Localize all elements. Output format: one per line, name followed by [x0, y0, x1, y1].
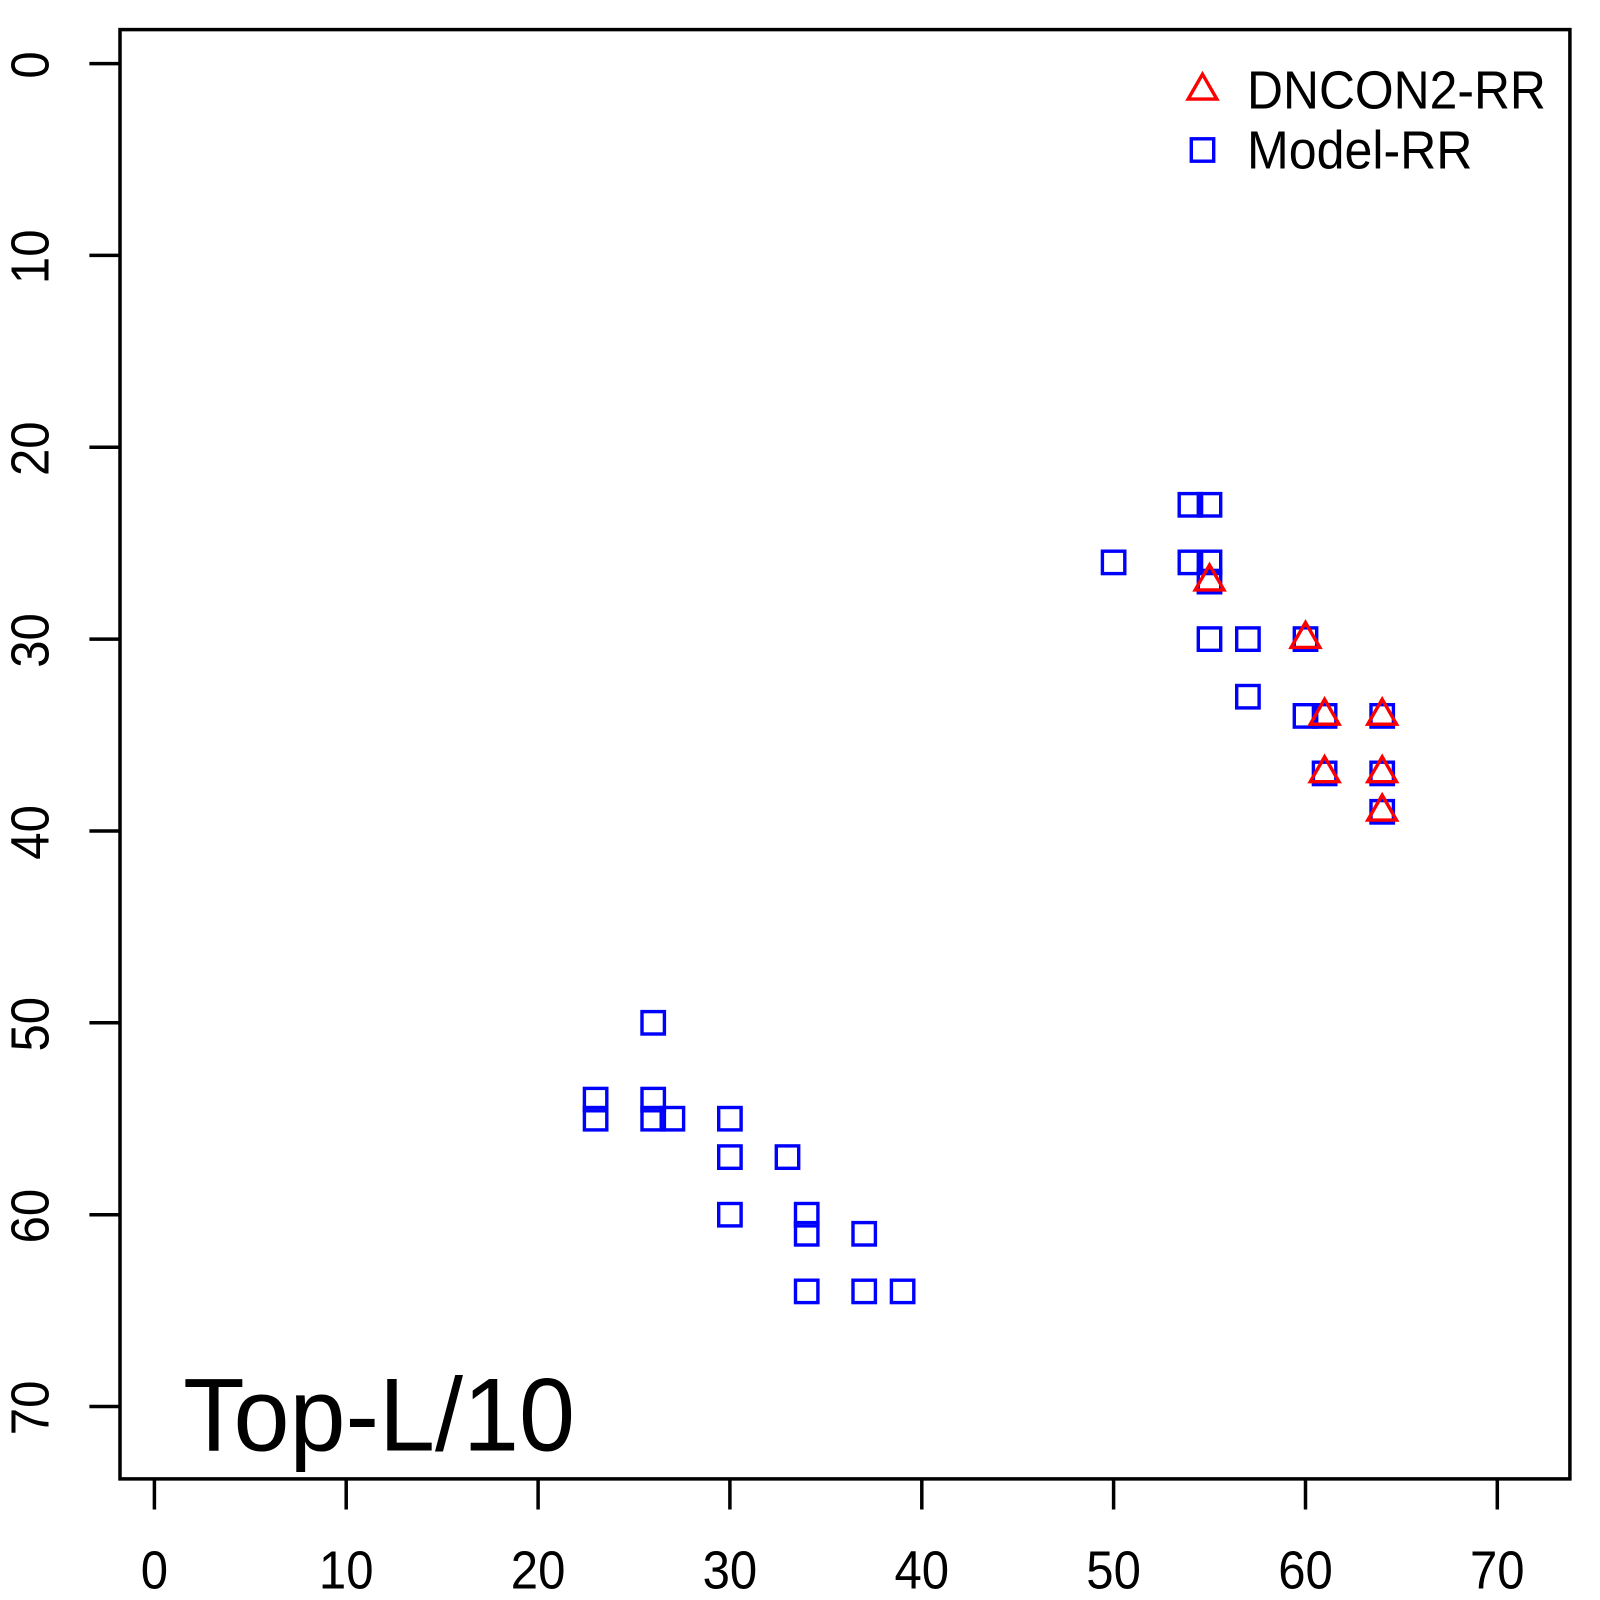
svg-text:10: 10 — [2, 229, 61, 284]
svg-text:60: 60 — [2, 1189, 61, 1244]
svg-text:40: 40 — [895, 1542, 950, 1600]
svg-text:Model-RR: Model-RR — [1247, 122, 1473, 181]
svg-text:70: 70 — [2, 1381, 61, 1436]
svg-text:50: 50 — [2, 997, 61, 1052]
svg-text:Top-L/10: Top-L/10 — [183, 1356, 575, 1472]
svg-text:40: 40 — [2, 805, 61, 860]
svg-text:0: 0 — [141, 1542, 168, 1600]
svg-text:20: 20 — [2, 421, 61, 476]
svg-text:60: 60 — [1278, 1542, 1333, 1600]
svg-text:10: 10 — [319, 1542, 374, 1600]
svg-text:0: 0 — [2, 51, 61, 78]
svg-text:20: 20 — [511, 1542, 566, 1600]
svg-text:30: 30 — [2, 613, 61, 668]
svg-text:30: 30 — [703, 1542, 758, 1600]
svg-text:50: 50 — [1086, 1542, 1141, 1600]
svg-text:DNCON2-RR: DNCON2-RR — [1247, 62, 1546, 121]
svg-text:70: 70 — [1470, 1542, 1525, 1600]
